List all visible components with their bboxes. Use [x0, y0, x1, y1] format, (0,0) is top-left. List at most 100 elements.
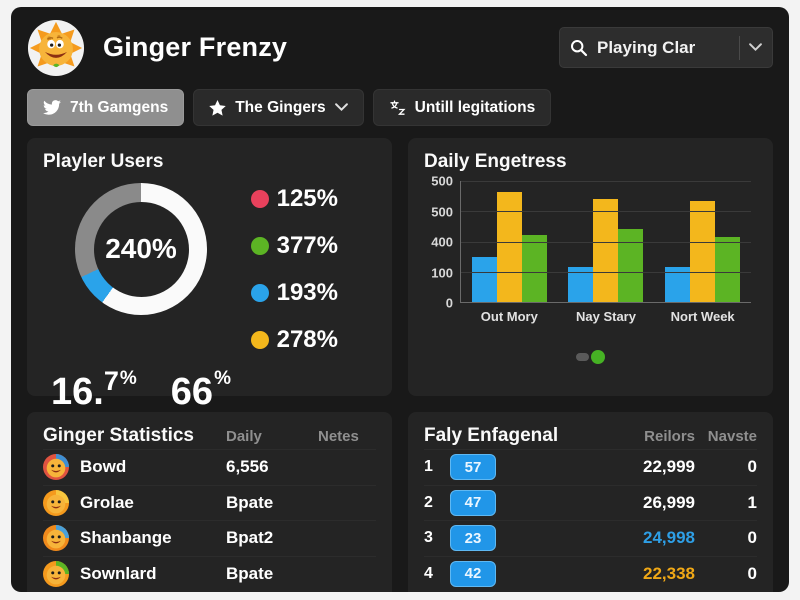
ginger-avatar	[43, 560, 69, 587]
legend-item: 278%	[250, 326, 338, 354]
bar-plot	[460, 181, 751, 303]
y-tick-label: 500	[431, 204, 453, 219]
star-icon	[209, 99, 226, 116]
panel-title: Daily Engetress	[424, 151, 567, 172]
search-divider	[739, 35, 740, 60]
search-icon	[571, 39, 588, 56]
table-row: 4 42 22,338 0	[424, 555, 757, 592]
navste-value: 0	[747, 563, 757, 583]
score-badge: 57	[450, 454, 496, 481]
page-title: Ginger Frenzy	[103, 32, 288, 62]
legend-item: 377%	[250, 232, 338, 260]
x-axis-label: Out Mory	[480, 309, 538, 324]
rank-number: 1	[424, 458, 433, 476]
table-row: 2 47 26,999 1	[424, 484, 757, 521]
tab-bar: 7th Gamgens The Gingers	[27, 89, 773, 126]
tab-the-gingers[interactable]: The Gingers	[193, 89, 364, 126]
donut-legend: 125% 377% 193% 278%	[250, 183, 338, 354]
faly-enfagenal-panel: Faly Enfagenal Reilors Navste 1 57 22,999 0…	[408, 412, 773, 592]
panel-title: Faly Enfagenal	[424, 425, 559, 446]
tab-label: 7th Gamgens	[70, 98, 169, 116]
panel-title: Playler Users	[43, 151, 164, 172]
ginger-avatar	[43, 489, 69, 516]
ginger-statistics-panel: Ginger Statistics Daily Netes Bowd 6,556 …	[27, 412, 392, 592]
tab-untill-legitations[interactable]: Untill legitations	[372, 89, 552, 126]
tab-label: The Gingers	[235, 98, 326, 116]
table-header: Ginger Statistics Daily Netes	[43, 425, 376, 447]
bar-blue	[471, 256, 497, 302]
gridline	[461, 181, 751, 182]
score-badge: 23	[450, 525, 496, 552]
header: Ginger Frenzy Playing Clar	[27, 7, 773, 77]
player-name: Bowd	[80, 457, 127, 477]
chevron-down-icon[interactable]	[749, 43, 762, 52]
legend-dot-blue	[250, 284, 269, 302]
table-header: Faly Enfagenal Reilors Navste	[424, 425, 757, 447]
bar-green	[715, 236, 741, 302]
gridline	[461, 271, 751, 273]
column-header-netes: Netes	[318, 427, 359, 445]
legend-item: 125%	[250, 185, 338, 213]
search-box[interactable]: Playing Clar	[559, 27, 773, 68]
legend-dot-green	[250, 237, 269, 255]
ginger-statistics-rows: Bowd 6,556 Grolae Bpate Shanbange Bpat2 Sow…	[43, 449, 376, 591]
bar-group	[471, 181, 547, 302]
ginger-avatar	[43, 525, 69, 552]
player-name: Grolae	[80, 492, 134, 512]
x-axis-label: Nay Stary	[575, 309, 636, 324]
dashboard-grid: Playler Users 240% 125%	[27, 138, 773, 592]
donut-chart: 240%	[75, 183, 207, 315]
tab-7th-gamgens[interactable]: 7th Gamgens	[27, 89, 185, 126]
pagination-dots	[424, 350, 757, 364]
daily-value: Bpate	[226, 492, 274, 512]
player-name: Shanbange	[80, 528, 172, 548]
legend-dot-red	[250, 190, 269, 208]
gridline	[461, 241, 751, 243]
column-header-reilors: Reilors	[644, 427, 695, 445]
legend-item: 193%	[250, 279, 338, 307]
y-tick-label: 0	[445, 295, 453, 311]
table-row: Grolae Bpate	[43, 484, 376, 521]
bar-green	[521, 235, 547, 302]
bar-group	[665, 181, 741, 302]
rank-number: 4	[424, 564, 433, 582]
navste-value: 0	[747, 457, 757, 477]
twitter-icon	[43, 100, 61, 115]
donut-center-value: 240%	[105, 233, 177, 264]
score-badge: 42	[450, 560, 496, 587]
player-users-panel: Playler Users 240% 125%	[27, 138, 392, 411]
daily-value: 6,556	[226, 457, 269, 477]
bar-chart: 500 500 400 100 0	[424, 174, 757, 311]
y-tick-label: 400	[431, 234, 453, 250]
faly-enfagenal-rows: 1 57 22,999 0 2 47 26,999 1 3 23 24,998 0 4 42 22,338 0	[424, 449, 757, 591]
reilors-value: 26,999	[643, 492, 695, 512]
search-input[interactable]: Playing Clar	[597, 37, 696, 57]
navste-value: 1	[747, 492, 757, 512]
rank-number: 2	[424, 493, 433, 511]
gridline	[461, 211, 751, 213]
y-tick-label: 100	[431, 265, 453, 280]
ginger-avatar	[43, 454, 69, 481]
x-axis-labels: Out Mory Nay Stary Nort Week	[461, 309, 751, 324]
daily-value: Bpate	[226, 563, 274, 583]
app-window: Ginger Frenzy Playing Clar 7th Gamgens	[11, 7, 789, 592]
table-row: 1 57 22,999 0	[424, 449, 757, 485]
rank-number: 3	[424, 529, 433, 547]
bar-yellow	[496, 191, 522, 302]
stat-value: 66%	[170, 368, 231, 413]
tab-label: Untill legitations	[414, 98, 536, 116]
y-axis: 500 500 400 100 0	[424, 174, 460, 311]
chevron-down-icon	[334, 103, 348, 112]
panel-title: Ginger Statistics	[43, 425, 194, 446]
bar-yellow	[593, 199, 619, 302]
score-badge: 47	[450, 489, 496, 516]
reilors-value: 24,998	[643, 528, 695, 548]
pagination-dot-active[interactable]	[591, 350, 605, 364]
bar-yellow	[690, 200, 716, 302]
pagination-dot[interactable]	[576, 353, 589, 361]
legend-dot-yellow	[250, 331, 269, 349]
daily-value: Bpat2	[226, 528, 274, 548]
navste-value: 0	[747, 528, 757, 548]
ginger-frenzy-logo-icon	[27, 19, 85, 76]
